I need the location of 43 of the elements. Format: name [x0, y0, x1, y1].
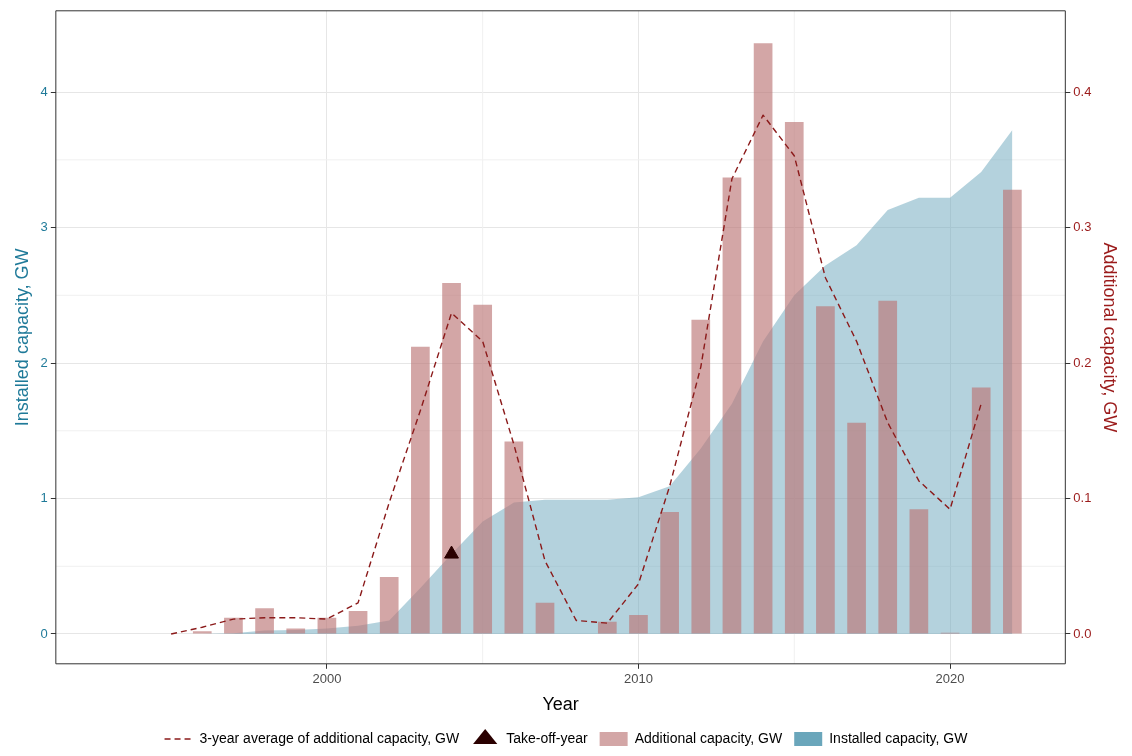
legend-label: 3-year average of additional capacity, GW — [199, 729, 460, 746]
y-tick-label: 2 — [40, 354, 48, 370]
y-tick-label: 1 — [40, 490, 48, 506]
x-tick-label: 2020 — [935, 671, 965, 687]
legend-label: Installed capacity, GW — [829, 729, 969, 746]
bar — [1003, 189, 1022, 634]
bar — [473, 304, 493, 634]
bar — [379, 577, 399, 634]
bar — [660, 512, 679, 634]
y-tick-label: 0 — [40, 625, 48, 641]
bar — [442, 283, 461, 634]
bar — [909, 509, 929, 634]
bar — [411, 346, 430, 634]
bar — [816, 306, 835, 634]
bar — [722, 177, 742, 634]
x-axis-title: Year — [542, 694, 579, 715]
legend-label: Additional capacity, GW — [634, 729, 783, 746]
bar — [255, 608, 274, 634]
y2-tick-label: 0.1 — [1073, 490, 1092, 506]
y2-tick-label: 0.3 — [1073, 219, 1092, 235]
bar — [691, 319, 711, 634]
y-tick-label: 4 — [40, 83, 48, 99]
bar — [535, 602, 555, 634]
bar — [753, 43, 773, 634]
bar — [784, 121, 804, 634]
y2-axis-title: Additional capacity, GW — [1100, 242, 1121, 433]
legend-label: Take-off-year — [506, 729, 588, 746]
bar — [192, 631, 212, 634]
y2-tick-label: 0.2 — [1073, 354, 1092, 370]
bar — [504, 441, 524, 634]
bar — [878, 300, 898, 634]
x-tick-label: 2010 — [624, 671, 653, 687]
bar — [224, 617, 243, 634]
y2-tick-label: 0.0 — [1073, 625, 1092, 641]
y-tick-label: 3 — [40, 219, 48, 235]
y-axis-title: Installed capacity, GW — [11, 248, 32, 427]
x-tick-label: 2000 — [312, 671, 342, 687]
bar — [348, 610, 368, 634]
y2-tick-label: 0.4 — [1073, 83, 1092, 99]
bar — [597, 621, 617, 634]
bar — [971, 387, 991, 634]
bar — [847, 422, 866, 634]
bar — [629, 615, 648, 634]
